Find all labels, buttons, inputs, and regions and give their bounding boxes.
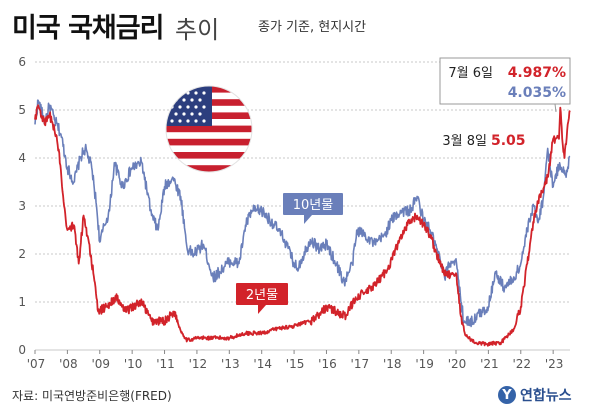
series-lines xyxy=(34,99,571,347)
x-tick-label: '18 xyxy=(383,357,402,371)
x-tick-label: '15 xyxy=(286,357,305,371)
y-tick-label: 4 xyxy=(18,151,26,165)
latest-10y-value: 4.035% xyxy=(508,85,566,101)
chart-title: 미국 국채금리 xyxy=(12,13,164,44)
x-tick-label: '07 xyxy=(27,357,46,371)
x-tick-label: '11 xyxy=(156,357,175,371)
chart-title-suffix: 추이 xyxy=(175,16,220,44)
y-tick-label: 5 xyxy=(18,103,26,117)
label-10y: 10년물 xyxy=(283,193,343,224)
x-tick-label: '23 xyxy=(545,357,564,371)
latest-callout: 7월 6일 4.987% 4.035% xyxy=(439,57,571,113)
label-10y-text: 10년물 xyxy=(293,198,334,213)
mar8-annotation: 3월 8일 5.05 xyxy=(442,133,525,149)
yonhap-logo-text: 연합뉴스 xyxy=(520,388,572,404)
yonhap-logo-icon: Y xyxy=(498,386,516,404)
y-tick-label: 0 xyxy=(18,343,26,357)
x-tick-label: '20 xyxy=(448,357,467,371)
y-axis-ticks: 0 1 2 3 4 5 6 xyxy=(18,55,26,357)
basis-note: 종가 기준, 현지시간 xyxy=(258,20,367,35)
y-tick-label: 3 xyxy=(18,199,26,213)
x-tick-label: '16 xyxy=(318,357,337,371)
source-note: 자료: 미국연방준비은행(FRED) xyxy=(12,389,172,403)
x-tick-label: '10 xyxy=(124,357,143,371)
label-2y-text: 2년물 xyxy=(246,288,278,303)
latest-date: 7월 6일 xyxy=(448,66,493,81)
x-tick-label: '22 xyxy=(512,357,531,371)
y-tick-label: 1 xyxy=(18,295,26,309)
x-tick-label: '14 xyxy=(253,357,272,371)
y-tick-label: 6 xyxy=(18,55,26,69)
label-2y: 2년물 xyxy=(236,283,288,314)
x-tick-label: '21 xyxy=(480,357,499,371)
x-tick-label: '08 xyxy=(59,357,78,371)
x-tick-label: '17 xyxy=(351,357,370,371)
us-flag-icon xyxy=(165,85,253,173)
yonhap-logo: Y 연합뉴스 xyxy=(498,384,572,406)
series-2y-line xyxy=(34,104,571,347)
mar8-date: 3월 8일 xyxy=(442,134,487,149)
x-tick-label: '19 xyxy=(415,357,434,371)
series-10y-line xyxy=(34,99,571,328)
x-tick-label: '13 xyxy=(221,357,240,371)
mar8-2y-value: 5.05 xyxy=(491,133,526,149)
x-axis-ticks: '07 '08 '09 '10 '11 '12 '13 '14 '15 '16 '17 '18 '19 '… xyxy=(27,350,564,371)
x-tick-label: '09 xyxy=(91,357,110,371)
x-tick-label: '12 xyxy=(189,357,208,371)
y-tick-label: 2 xyxy=(18,247,26,261)
latest-2y-value: 4.987% xyxy=(508,65,566,81)
